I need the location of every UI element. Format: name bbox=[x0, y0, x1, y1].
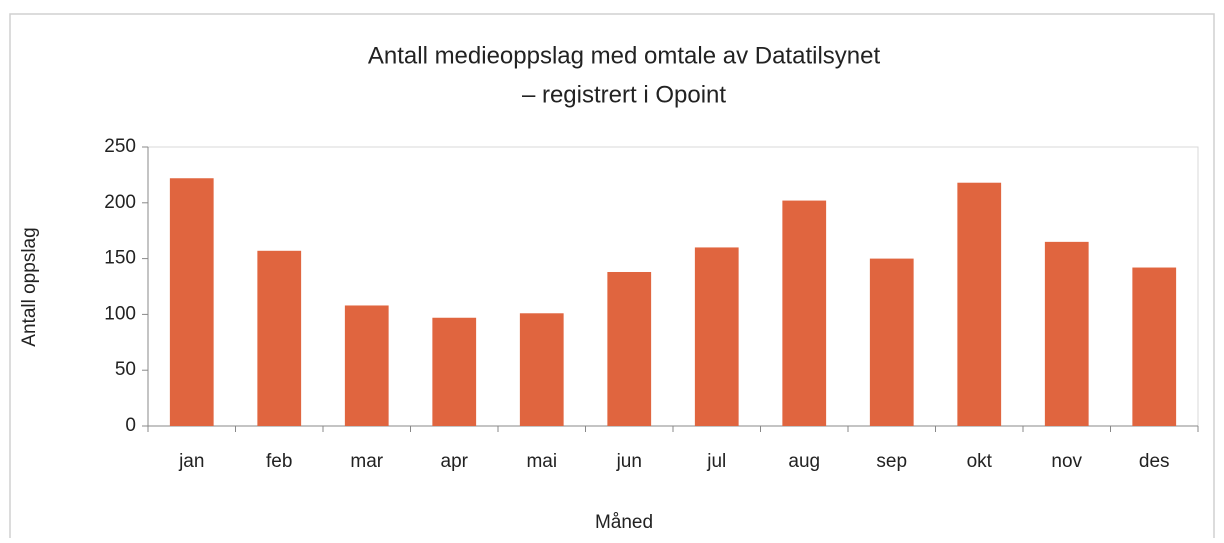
bar bbox=[432, 317, 477, 426]
bar bbox=[1132, 267, 1177, 426]
y-tick-label: 150 bbox=[104, 248, 136, 269]
x-tick-label: okt bbox=[967, 451, 993, 472]
x-tick-label: apr bbox=[441, 451, 469, 472]
x-tick-label: jun bbox=[616, 451, 642, 472]
bar bbox=[782, 200, 827, 426]
bar bbox=[344, 305, 389, 426]
x-tick-label: nov bbox=[1051, 451, 1082, 472]
x-tick-label: sep bbox=[876, 451, 907, 472]
bar bbox=[607, 271, 652, 426]
bar bbox=[869, 258, 914, 426]
x-tick-label: jan bbox=[178, 451, 204, 472]
bar bbox=[694, 247, 739, 426]
y-tick-label: 100 bbox=[104, 303, 136, 324]
y-tick-label: 250 bbox=[104, 136, 136, 157]
bar bbox=[257, 250, 302, 426]
y-tick-label: 200 bbox=[104, 192, 136, 213]
x-tick-label: mar bbox=[350, 451, 383, 472]
x-tick-label: des bbox=[1139, 451, 1170, 472]
x-tick-label: feb bbox=[266, 451, 292, 472]
chart-title: – registrert i Opoint bbox=[522, 81, 726, 108]
y-tick-label: 50 bbox=[115, 359, 136, 380]
chart-border bbox=[9, 13, 1215, 543]
x-tick-label: aug bbox=[788, 451, 820, 472]
bar bbox=[169, 178, 214, 426]
bar bbox=[957, 182, 1002, 426]
x-tick-label: jul bbox=[706, 451, 726, 472]
bar bbox=[519, 313, 564, 426]
y-tick-label: 0 bbox=[125, 415, 136, 436]
plot-frame bbox=[147, 146, 1199, 427]
bar bbox=[1044, 241, 1089, 426]
x-tick-label: mai bbox=[526, 451, 557, 472]
x-axis-label: Måned bbox=[595, 512, 653, 533]
y-axis-label: Antall oppslag bbox=[19, 227, 40, 346]
chart-title: Antall medieoppslag med omtale av Datati… bbox=[368, 42, 881, 69]
